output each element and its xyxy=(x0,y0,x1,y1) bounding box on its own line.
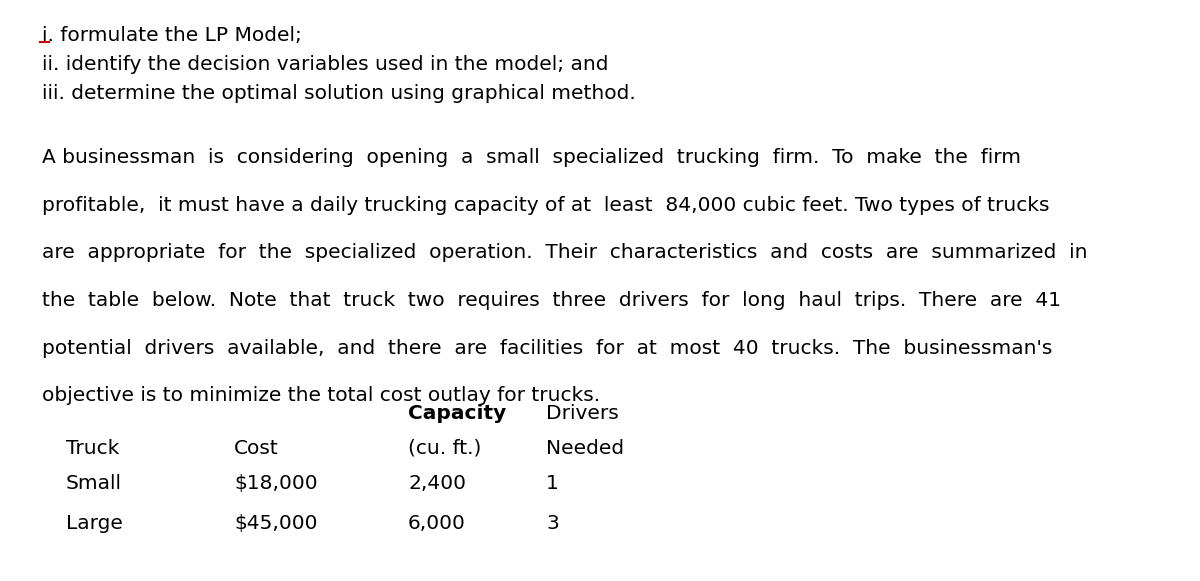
Text: ii. identify the decision variables used in the model; and: ii. identify the decision variables used… xyxy=(42,55,608,74)
Text: Truck: Truck xyxy=(66,439,119,458)
Text: $18,000: $18,000 xyxy=(234,474,318,493)
Text: Capacity: Capacity xyxy=(408,404,506,423)
Text: Drivers: Drivers xyxy=(546,404,619,423)
Text: i. formulate the LP Model;: i. formulate the LP Model; xyxy=(42,26,302,45)
Text: profitable,  it must have a daily trucking capacity of at  least  84,000 cubic f: profitable, it must have a daily truckin… xyxy=(42,196,1050,215)
Text: are  appropriate  for  the  specialized  operation.  Their  characteristics  and: are appropriate for the specialized oper… xyxy=(42,243,1087,263)
Text: 2,400: 2,400 xyxy=(408,474,466,493)
Text: Large: Large xyxy=(66,514,122,533)
Text: potential  drivers  available,  and  there  are  facilities  for  at  most  40  : potential drivers available, and there a… xyxy=(42,339,1052,358)
Text: 3: 3 xyxy=(546,514,559,533)
Text: the  table  below.  Note  that  truck  two  requires  three  drivers  for  long : the table below. Note that truck two req… xyxy=(42,291,1061,310)
Text: $45,000: $45,000 xyxy=(234,514,318,533)
Text: 6,000: 6,000 xyxy=(408,514,466,533)
Text: 1: 1 xyxy=(546,474,559,493)
Text: Needed: Needed xyxy=(546,439,624,458)
Text: objective is to minimize the total cost outlay for trucks.: objective is to minimize the total cost … xyxy=(42,386,600,406)
Text: Small: Small xyxy=(66,474,122,493)
Text: iii. determine the optimal solution using graphical method.: iii. determine the optimal solution usin… xyxy=(42,84,636,103)
Text: Cost: Cost xyxy=(234,439,278,458)
Text: A businessman  is  considering  opening  a  small  specialized  trucking  firm. : A businessman is considering opening a s… xyxy=(42,148,1021,167)
Text: (cu. ft.): (cu. ft.) xyxy=(408,439,481,458)
